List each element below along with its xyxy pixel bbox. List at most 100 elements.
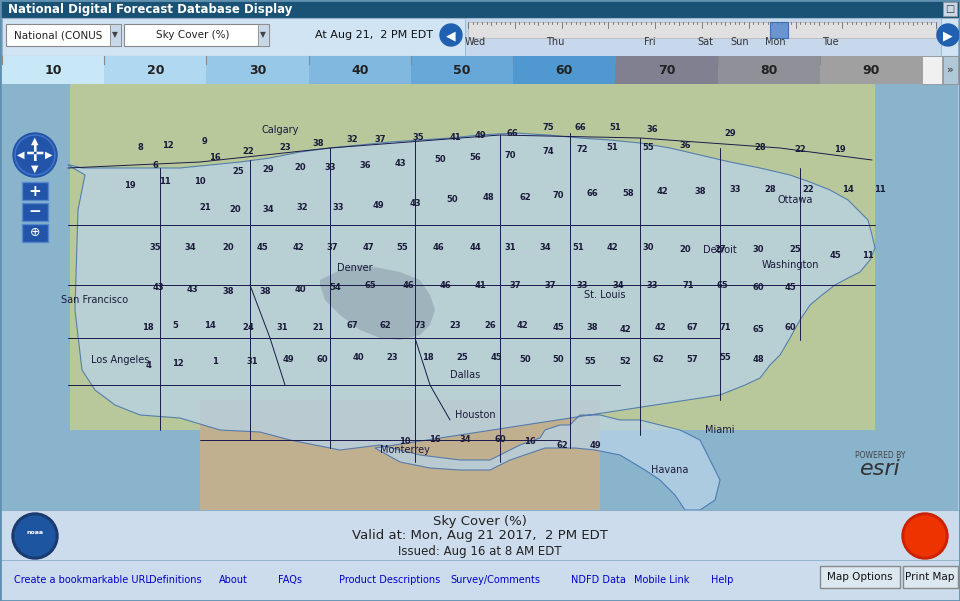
Bar [513, 56, 615, 84]
Text: 43: 43 [409, 198, 420, 207]
Bar [22, 203, 48, 221]
Text: 35: 35 [412, 133, 423, 142]
Text: 62: 62 [556, 441, 568, 450]
Text: Help: Help [710, 575, 733, 585]
Text: 50: 50 [434, 156, 445, 165]
Text: Wed: Wed [465, 37, 486, 47]
Text: NDFD Data: NDFD Data [570, 575, 625, 585]
Bar [820, 56, 922, 84]
Text: 42: 42 [654, 323, 666, 332]
Text: 51: 51 [610, 123, 621, 132]
Text: 38: 38 [223, 287, 233, 296]
Text: 38: 38 [587, 323, 598, 332]
Text: 66: 66 [587, 189, 598, 198]
Text: 33: 33 [646, 281, 658, 290]
Text: Thu: Thu [546, 37, 564, 47]
Text: National (CONUS: National (CONUS [13, 30, 102, 40]
Bar [943, 2, 957, 16]
Bar [124, 24, 269, 46]
Text: Monterrey: Monterrey [380, 445, 430, 455]
Text: 80: 80 [760, 64, 778, 76]
Text: 28: 28 [764, 186, 776, 195]
Text: 36: 36 [646, 126, 658, 135]
Text: National Digital Forecast Database Display: National Digital Forecast Database Displ… [8, 2, 293, 16]
Text: 70: 70 [658, 64, 675, 76]
Text: esri: esri [860, 459, 900, 479]
Text: 25: 25 [789, 245, 801, 254]
Text: 46: 46 [439, 281, 451, 290]
Text: At Aug 21,  2 PM EDT: At Aug 21, 2 PM EDT [315, 30, 433, 40]
Text: 28: 28 [755, 142, 766, 151]
Text: ▶: ▶ [45, 150, 53, 160]
Text: 62: 62 [379, 320, 391, 329]
Bar [309, 56, 411, 84]
Text: 12: 12 [172, 359, 184, 367]
Text: 18: 18 [422, 353, 434, 362]
Circle shape [905, 516, 945, 556]
Text: 4: 4 [145, 361, 151, 370]
Circle shape [15, 516, 55, 556]
Bar [465, 18, 941, 56]
Text: 60: 60 [784, 323, 796, 332]
Text: 49: 49 [589, 441, 601, 450]
Circle shape [12, 513, 58, 559]
Text: ▶: ▶ [943, 29, 953, 43]
Text: 42: 42 [656, 188, 668, 197]
Text: 5: 5 [172, 320, 178, 329]
Text: 31: 31 [246, 358, 258, 367]
Text: 10: 10 [399, 438, 411, 447]
Text: 11: 11 [862, 251, 874, 260]
Text: POWERED BY: POWERED BY [854, 451, 905, 460]
Text: 14: 14 [842, 186, 853, 195]
Text: 20: 20 [147, 64, 164, 76]
Text: 55: 55 [642, 142, 654, 151]
Text: 6: 6 [152, 160, 158, 169]
Polygon shape [320, 265, 435, 340]
Text: 49: 49 [372, 201, 384, 210]
Text: 10: 10 [44, 64, 61, 76]
Text: 42: 42 [619, 326, 631, 335]
Text: 23: 23 [279, 142, 291, 151]
Text: 45: 45 [552, 323, 564, 332]
Text: Print Map: Print Map [905, 572, 954, 582]
Text: Mon: Mon [765, 37, 785, 47]
Bar [717, 56, 820, 84]
Text: Houston: Houston [455, 410, 495, 420]
Text: 22: 22 [242, 147, 253, 156]
Text: 60: 60 [494, 436, 506, 445]
Text: 55: 55 [584, 358, 596, 367]
Text: FAQs: FAQs [278, 575, 302, 585]
Circle shape [13, 133, 57, 177]
Text: 35: 35 [149, 243, 161, 252]
Circle shape [440, 24, 462, 46]
Text: 40: 40 [352, 353, 364, 362]
Text: 32: 32 [297, 204, 308, 213]
Text: 8: 8 [137, 144, 143, 153]
Text: 71: 71 [719, 323, 731, 332]
Text: 31: 31 [504, 243, 516, 252]
Text: 45: 45 [256, 242, 268, 251]
Text: 60: 60 [556, 64, 573, 76]
Bar [22, 182, 48, 200]
Text: Valid at: Mon, Aug 21 2017,  2 PM EDT: Valid at: Mon, Aug 21 2017, 2 PM EDT [352, 529, 608, 543]
Text: 90: 90 [862, 64, 879, 76]
Circle shape [937, 24, 959, 46]
Text: 16: 16 [209, 153, 221, 162]
Text: 42: 42 [516, 320, 528, 329]
Text: 23: 23 [449, 320, 461, 329]
Text: 29: 29 [262, 165, 274, 174]
Text: 65: 65 [752, 326, 764, 335]
Text: 18: 18 [142, 323, 154, 332]
Text: 56: 56 [469, 153, 481, 162]
Text: Washington: Washington [761, 260, 819, 270]
Text: 9: 9 [203, 138, 208, 147]
Text: Definitions: Definitions [149, 575, 202, 585]
Text: 33: 33 [730, 186, 741, 195]
Text: 14: 14 [204, 320, 216, 329]
Bar [2, 56, 105, 84]
Text: 65: 65 [716, 281, 728, 290]
Circle shape [15, 135, 55, 175]
Text: 57: 57 [686, 356, 698, 364]
Text: 21: 21 [312, 323, 324, 332]
Text: 41: 41 [474, 281, 486, 290]
